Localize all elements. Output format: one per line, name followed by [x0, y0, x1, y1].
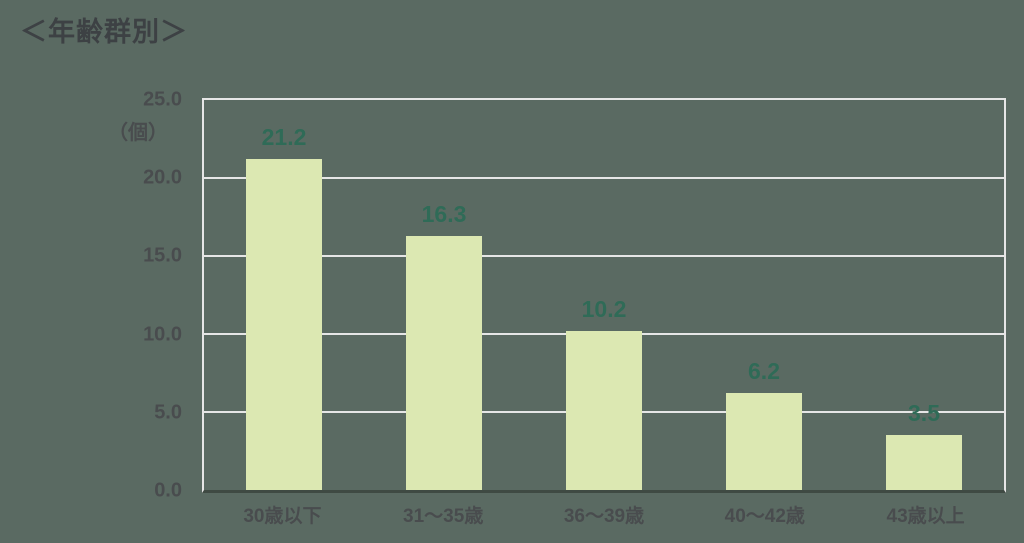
bar-36～39歳 — [566, 330, 642, 490]
bar-31～35歳 — [406, 235, 482, 490]
bar-slot-31～35歳: 16.3 — [364, 100, 524, 490]
bar-value-label: 16.3 — [421, 200, 467, 227]
bar-value-label: 10.2 — [581, 295, 627, 322]
bar-slot-43歳以上: 3.5 — [844, 100, 1004, 490]
y-tick-label: 5.0 — [154, 401, 182, 424]
y-axis-unit-label: （個） — [108, 122, 168, 144]
bar-slot-36～39歳: 10.2 — [524, 100, 684, 490]
bar-slot-40～42歳: 6.2 — [684, 100, 844, 490]
x-category-label: 43歳以上 — [886, 506, 965, 527]
page-title: ＜年齢群別＞ — [20, 17, 188, 47]
plot-area: 21.2 16.3 10.2 6.2 3.5 — [202, 98, 1006, 493]
y-tick-label: 20.0 — [143, 166, 182, 189]
x-category-label: 31～35歳 — [403, 506, 484, 527]
bar-value-label: 6.2 — [748, 358, 780, 385]
y-tick-label: 10.0 — [143, 323, 182, 346]
gridline-20 — [204, 177, 1004, 179]
gridline-15 — [204, 255, 1004, 257]
y-axis-tick-labels: 25.0 20.0 15.0 10.0 5.0 0.0 — [80, 89, 192, 502]
y-tick-label: 0.0 — [154, 479, 182, 502]
y-tick-label: 25.0 — [143, 88, 182, 111]
bar-30歳以下 — [246, 159, 322, 490]
bar-43歳以上 — [886, 435, 962, 490]
x-axis-category-labels: 30歳以下 31～35歳 36～39歳 40～42歳 43歳以上 — [202, 501, 1006, 528]
bar-value-label: 21.2 — [261, 124, 307, 151]
x-category-label: 40～42歳 — [724, 506, 805, 527]
bar-slot-30歳以下: 21.2 — [204, 100, 364, 490]
y-tick-label: 15.0 — [143, 244, 182, 267]
x-category-label: 36～39歳 — [563, 506, 645, 527]
bar-series: 21.2 16.3 10.2 6.2 3.5 — [204, 100, 1004, 490]
bar-40～42歳 — [726, 393, 802, 490]
x-category-label: 30歳以下 — [243, 506, 322, 527]
bar-value-label: 3.5 — [908, 400, 940, 427]
